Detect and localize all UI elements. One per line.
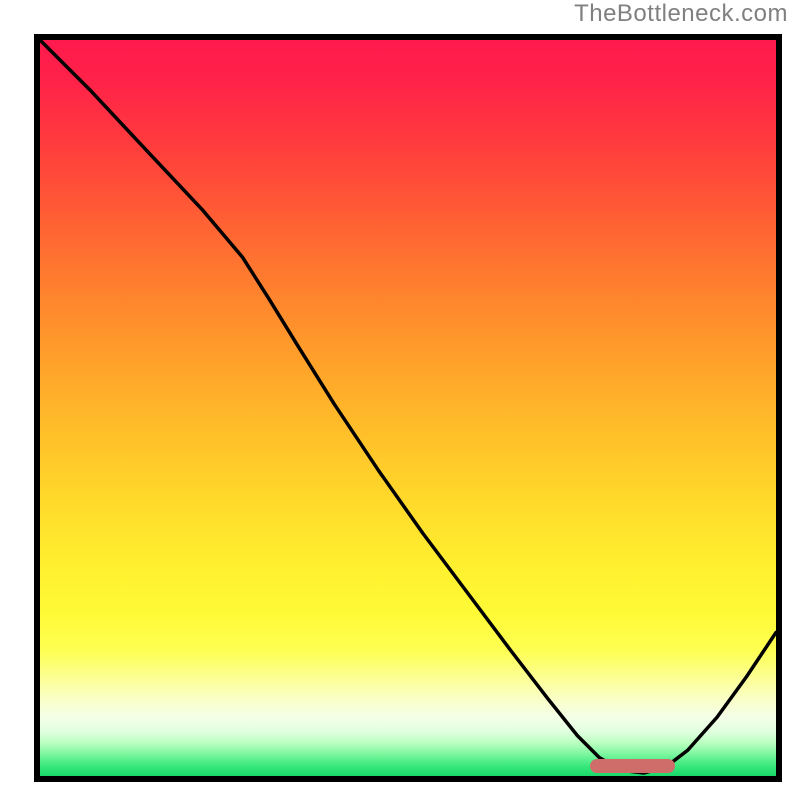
bottleneck-curve bbox=[40, 40, 776, 773]
curve-overlay bbox=[34, 34, 782, 782]
plot-border-top bbox=[34, 34, 782, 40]
plot-border-right bbox=[776, 34, 782, 782]
watermark-text: TheBottleneck.com bbox=[574, 0, 788, 28]
plot-border-left bbox=[34, 34, 40, 782]
plot-area bbox=[34, 34, 782, 782]
plot-border-bottom bbox=[34, 776, 782, 782]
optimum-marker bbox=[590, 759, 675, 773]
chart-frame: TheBottleneck.com bbox=[0, 0, 800, 800]
